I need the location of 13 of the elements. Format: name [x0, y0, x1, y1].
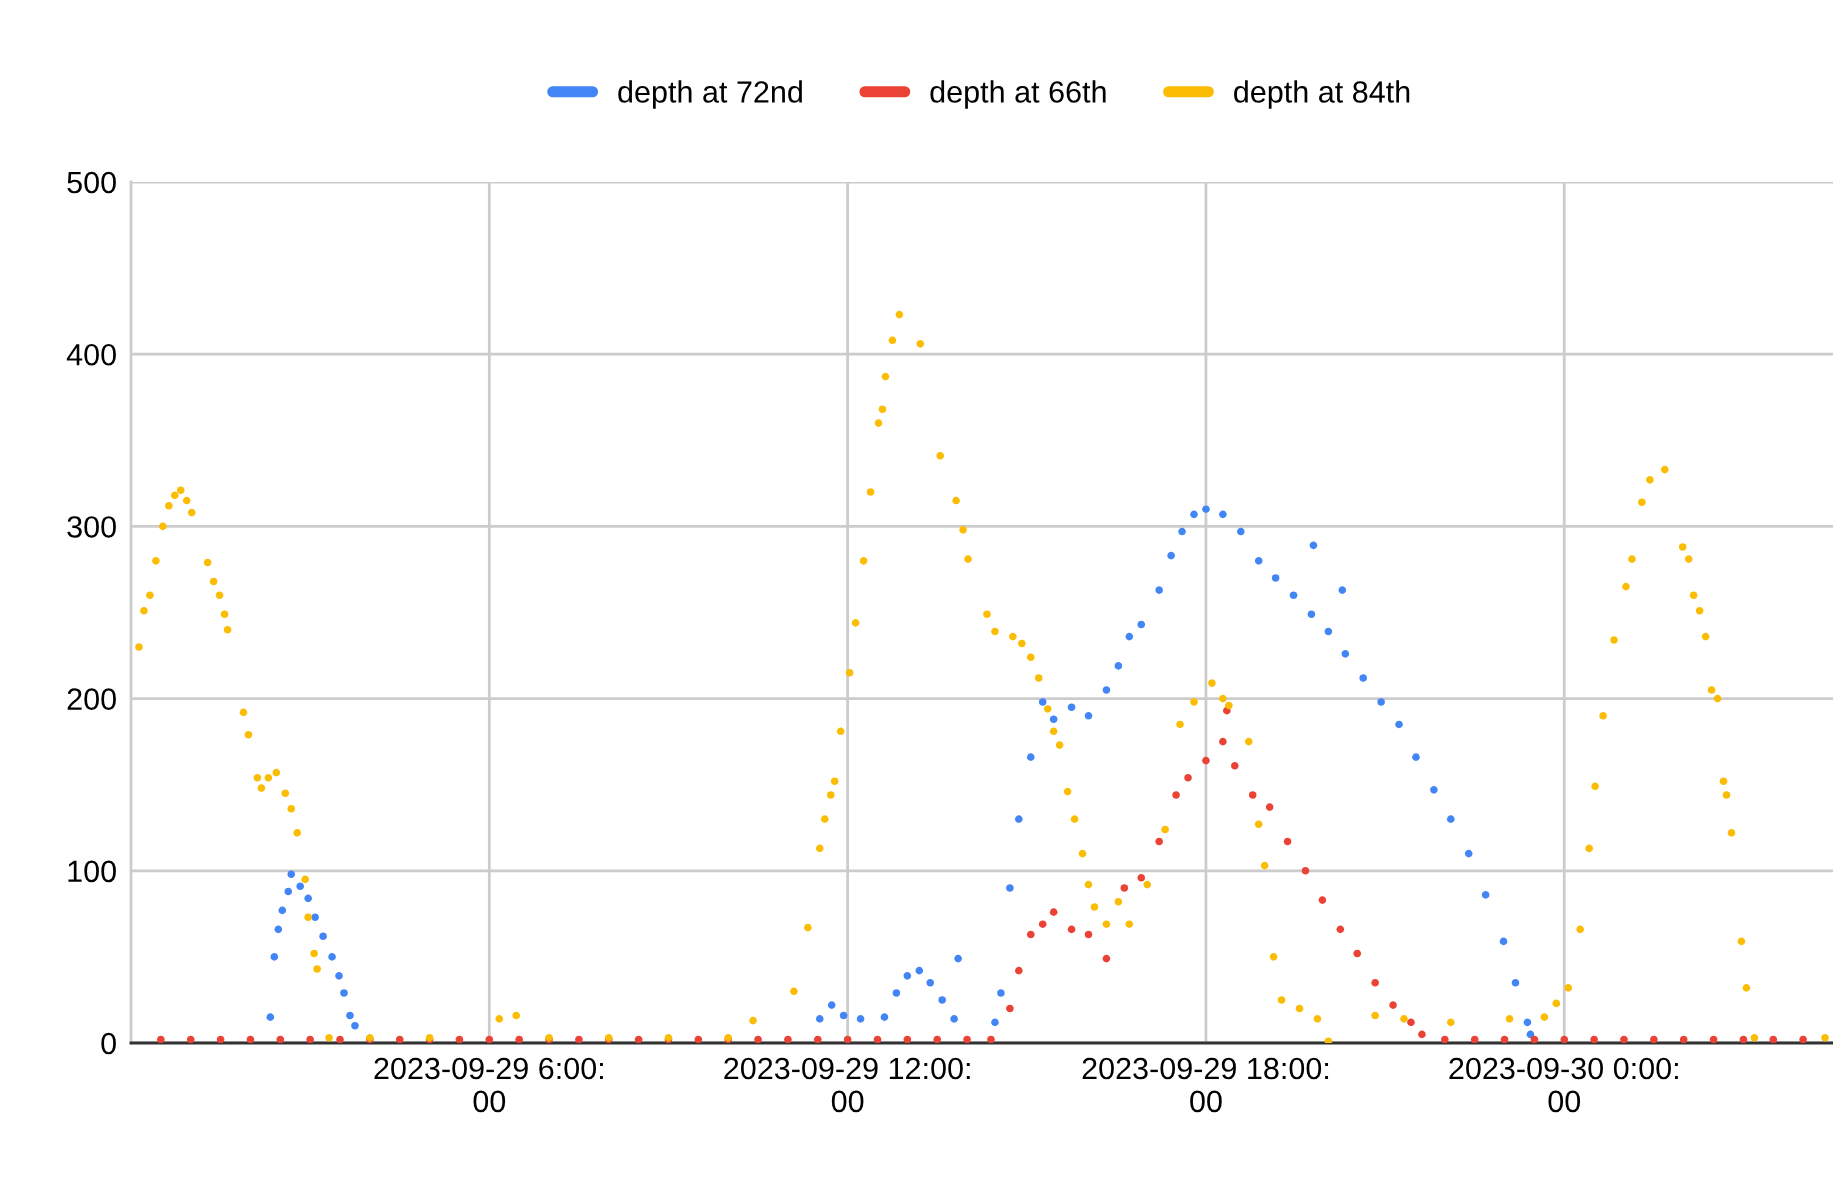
x-tick-label: 2023-09-30 0:00: 00 — [1449, 1057, 1678, 1113]
legend-label: depth at 72nd — [618, 80, 802, 109]
x-tick-label: 2023-09-29 18:00: 00 — [1082, 1057, 1329, 1113]
y-tick-label: 200 — [67, 688, 116, 710]
y-tick-label: 300 — [67, 516, 116, 538]
y-tick-label: 0 — [101, 1032, 116, 1055]
y-tick-label: 400 — [66, 343, 116, 366]
legend-label: depth at 84th — [1234, 80, 1410, 109]
y-tick-label: 100 — [68, 860, 116, 883]
x-tick-label: 2023-09-29 12:00: 00 — [724, 1057, 970, 1113]
y-tick-label: 500 — [67, 171, 116, 194]
legend-label: depth at 66th — [930, 80, 1106, 109]
x-tick-label: 2023-09-29 6:00: 00 — [374, 1057, 603, 1113]
